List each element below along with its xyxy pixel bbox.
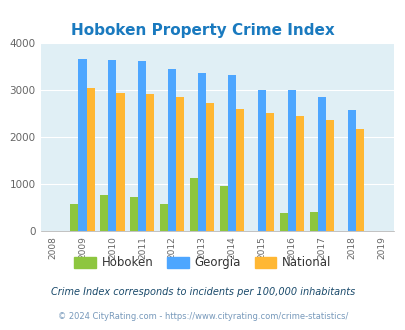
Bar xyxy=(258,90,266,231)
Text: Crime Index corresponds to incidents per 100,000 inhabitants: Crime Index corresponds to incidents per… xyxy=(51,287,354,297)
Bar xyxy=(206,103,214,231)
Bar xyxy=(325,120,333,231)
Bar xyxy=(116,93,124,231)
Legend: Hoboken, Georgia, National: Hoboken, Georgia, National xyxy=(70,252,335,274)
Bar xyxy=(228,75,236,231)
Bar xyxy=(160,204,168,231)
Bar xyxy=(309,212,317,231)
Bar xyxy=(198,73,206,231)
Bar xyxy=(146,94,154,231)
Bar xyxy=(190,178,198,231)
Bar xyxy=(279,213,287,231)
Bar xyxy=(295,116,303,231)
Bar xyxy=(347,110,355,231)
Bar xyxy=(266,114,273,231)
Text: © 2024 CityRating.com - https://www.cityrating.com/crime-statistics/: © 2024 CityRating.com - https://www.city… xyxy=(58,312,347,321)
Bar xyxy=(130,197,138,231)
Bar xyxy=(176,97,184,231)
Text: Hoboken Property Crime Index: Hoboken Property Crime Index xyxy=(71,23,334,38)
Bar xyxy=(86,88,94,231)
Bar xyxy=(220,186,228,231)
Bar xyxy=(236,109,244,231)
Bar xyxy=(70,204,78,231)
Bar xyxy=(355,129,363,231)
Bar xyxy=(287,90,295,231)
Bar xyxy=(168,69,176,231)
Bar xyxy=(78,59,86,231)
Bar xyxy=(317,97,325,231)
Bar xyxy=(108,60,116,231)
Bar xyxy=(100,195,108,231)
Bar xyxy=(138,61,146,231)
